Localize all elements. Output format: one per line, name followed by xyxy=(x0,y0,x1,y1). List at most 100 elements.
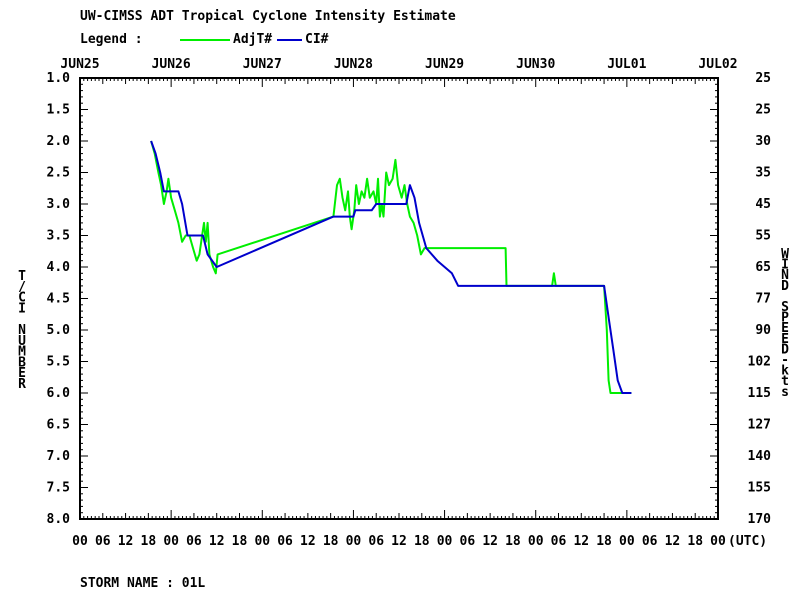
x-unit-label: (UTC) xyxy=(728,534,767,549)
y-tick-label-right: 55 xyxy=(755,229,771,244)
y-axis-title-left-char: T xyxy=(18,269,26,284)
series-ci-line xyxy=(150,140,632,394)
y-tick-label-right: 127 xyxy=(748,418,771,433)
y-axis-title-left-char: / xyxy=(18,280,26,295)
x-hour-label: 12 xyxy=(482,534,498,549)
x-hour-label: 12 xyxy=(118,534,134,549)
y-axis-title-right-char: E xyxy=(781,332,789,347)
y-tick-label-right: 77 xyxy=(755,292,771,307)
x-hour-label: 18 xyxy=(323,534,339,549)
y-tick-label-left: 7.0 xyxy=(47,449,71,464)
x-hour-label: 18 xyxy=(596,534,612,549)
x-date-label: JUL01 xyxy=(607,57,646,72)
y-tick-label-right: 115 xyxy=(748,386,771,401)
y-tick-label-left: 7.5 xyxy=(47,481,70,496)
y-tick-label-left: 5.0 xyxy=(47,323,71,338)
x-hour-label: 00 xyxy=(619,534,635,549)
y-tick-label-left: 8.0 xyxy=(47,512,71,527)
plot-frame xyxy=(79,77,719,520)
legend-entry-adjt-label: AdjT# xyxy=(233,32,273,47)
y-tick-label-right: 25 xyxy=(755,71,771,86)
y-axis-title-left-char: I xyxy=(18,301,26,316)
chart-title: UW-CIMSS ADT Tropical Cyclone Intensity … xyxy=(80,9,456,24)
x-hour-label: 00 xyxy=(710,534,726,549)
x-date-label: JUN26 xyxy=(152,57,191,72)
x-hour-label: 06 xyxy=(95,534,111,549)
axes-layer: JUN25 JUN26 JUN27 JUN28 JUN29 JUN30 JUL01 JUL02… xyxy=(18,57,789,549)
y-tick-label-left: 3.5 xyxy=(47,229,70,244)
x-hour-label: 18 xyxy=(505,534,521,549)
x-hour-label: 18 xyxy=(687,534,703,549)
y-tick-label-right: 65 xyxy=(755,260,771,275)
y-axis-title-left-char: C xyxy=(18,291,26,306)
x-date-label: JUN29 xyxy=(425,57,464,72)
y-axis-title-right-char: - xyxy=(781,353,789,368)
y-axis-title-right-char: s xyxy=(781,385,789,400)
x-date-label: JUN27 xyxy=(243,57,282,72)
y-tick-label-right: 35 xyxy=(755,166,771,181)
y-tick-label-left: 4.5 xyxy=(47,292,70,307)
y-tick-label-left: 4.0 xyxy=(47,260,71,275)
x-hour-label: 18 xyxy=(414,534,430,549)
y-tick-label-right: 90 xyxy=(755,323,771,338)
y-tick-label-right: 25 xyxy=(755,103,771,118)
y-tick-label-right: 30 xyxy=(755,134,771,149)
x-hour-label: 00 xyxy=(254,534,270,549)
x-hour-label: 00 xyxy=(163,534,179,549)
y-axis-title-left-char: U xyxy=(18,334,26,349)
x-hour-label: 18 xyxy=(232,534,248,549)
series-layer xyxy=(150,140,632,394)
y-axis-title-right-char: k xyxy=(781,364,789,379)
series-adjt-line xyxy=(150,140,632,394)
x-hour-label: 12 xyxy=(300,534,316,549)
y-axis-title-left-char: R xyxy=(18,377,26,392)
x-date-label: JUN30 xyxy=(516,57,555,72)
y-tick-label-left: 2.5 xyxy=(47,166,70,181)
x-date-label: JUN25 xyxy=(60,57,99,72)
y-axis-title-right-char: W xyxy=(781,247,789,262)
y-tick-label-right: 45 xyxy=(755,197,771,212)
y-tick-label-left: 1.0 xyxy=(47,71,71,86)
y-axis-title-right-char: I xyxy=(781,258,789,273)
y-tick-label-right: 140 xyxy=(748,449,772,464)
y-axis-title-left-char: B xyxy=(18,355,26,370)
x-hour-label: 12 xyxy=(209,534,225,549)
y-axis-title-right-char: E xyxy=(781,321,789,336)
x-hour-label: 00 xyxy=(72,534,88,549)
x-hour-label: 12 xyxy=(665,534,681,549)
y-tick-label-left: 6.5 xyxy=(47,418,70,433)
y-axis-title-right-char: t xyxy=(781,374,789,389)
y-axis-title-right-char: N xyxy=(781,268,789,283)
y-axis-title-right-char: D xyxy=(781,342,789,357)
y-tick-label-left: 2.0 xyxy=(47,134,71,149)
legend-entry-ci-label: CI# xyxy=(305,32,329,47)
x-date-label: JUL02 xyxy=(698,57,737,72)
footer-storm-name: STORM NAME : 01L xyxy=(80,576,206,591)
x-hour-label: 06 xyxy=(186,534,202,549)
y-axis-title-right-char: P xyxy=(781,311,789,326)
x-hour-label: 06 xyxy=(551,534,567,549)
y-tick-label-left: 1.5 xyxy=(47,103,70,118)
y-tick-label-left: 6.0 xyxy=(47,386,71,401)
x-hour-label: 06 xyxy=(642,534,658,549)
x-hour-label: 06 xyxy=(277,534,293,549)
y-tick-label-right: 155 xyxy=(748,481,771,496)
legend-label: Legend : xyxy=(80,32,143,47)
x-hour-label: 12 xyxy=(391,534,407,549)
y-axis-title-left-char: N xyxy=(18,323,26,338)
x-hour-label: 18 xyxy=(141,534,157,549)
x-hour-label: 12 xyxy=(573,534,589,549)
y-axis-title-right-char: S xyxy=(781,300,789,315)
y-axis-title-right-char: D xyxy=(781,279,789,294)
x-hour-label: 00 xyxy=(346,534,362,549)
y-tick-label-right: 102 xyxy=(748,355,771,370)
y-axis-title-left-char: M xyxy=(18,345,26,360)
y-axis-title-left-char: E xyxy=(18,366,26,381)
x-date-label: JUN28 xyxy=(334,57,373,72)
x-hour-label: 00 xyxy=(528,534,544,549)
y-tick-label-right: 170 xyxy=(748,512,772,527)
x-hour-label: 00 xyxy=(437,534,453,549)
